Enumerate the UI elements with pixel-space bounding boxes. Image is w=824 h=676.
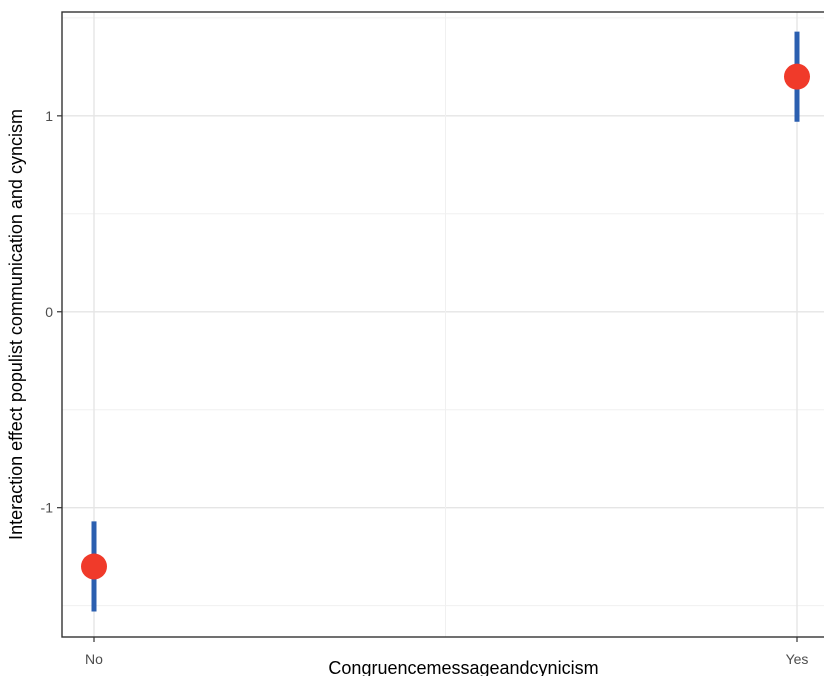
y-tick-label: 0 <box>45 304 53 320</box>
grid-layer <box>62 12 824 637</box>
y-axis-title: Interaction effect populist communicatio… <box>6 109 26 540</box>
x-tick-label-no: No <box>85 651 103 667</box>
marks-layer <box>81 31 810 612</box>
panel-border <box>61 11 824 638</box>
point-no <box>81 553 107 580</box>
axes-layer: -1 0 1 No Yes <box>41 108 809 667</box>
y-tick-label: -1 <box>41 500 54 516</box>
point-yes <box>784 63 810 90</box>
y-tick-label: 1 <box>45 108 53 124</box>
x-axis-title: Congruencemessageandcynicism <box>328 658 598 676</box>
x-tick-label-yes: Yes <box>786 651 809 667</box>
